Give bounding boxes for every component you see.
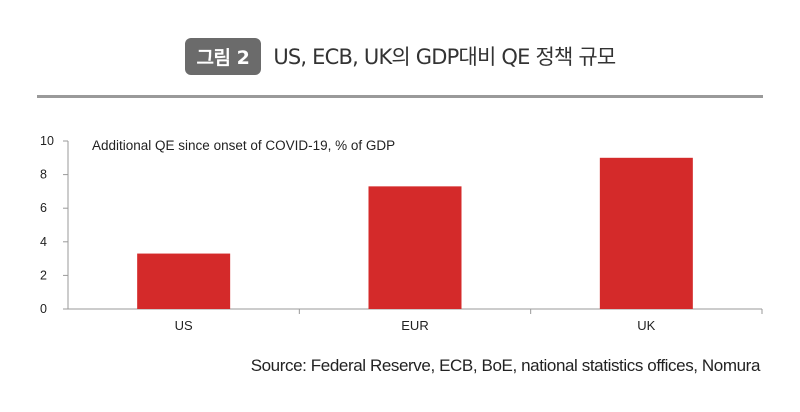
bar-eur	[368, 186, 462, 309]
y-tick-label: 4	[40, 235, 47, 249]
x-tick-label: UK	[637, 318, 655, 333]
title-divider	[37, 95, 763, 98]
chart-title: Additional QE since onset of COVID-19, %…	[92, 138, 395, 153]
y-tick-label: 2	[40, 268, 47, 282]
source-note: Source: Federal Reserve, ECB, BoE, natio…	[250, 356, 761, 375]
x-tick-label: EUR	[401, 318, 428, 333]
figure-title: US, ECB, UK의 GDP대비 QE 정책 규모	[273, 45, 616, 69]
y-tick-label: 6	[40, 201, 47, 215]
figure-header: 그림 2 US, ECB, UK의 GDP대비 QE 정책 규모	[0, 36, 800, 76]
figure-number-badge: 그림 2	[184, 37, 262, 75]
x-tick-label: US	[175, 318, 193, 333]
y-tick-label: 0	[40, 302, 47, 316]
bar-us	[137, 253, 231, 309]
y-tick-label: 8	[40, 168, 47, 182]
y-tick-label: 10	[40, 134, 54, 148]
bar-uk	[599, 157, 693, 309]
